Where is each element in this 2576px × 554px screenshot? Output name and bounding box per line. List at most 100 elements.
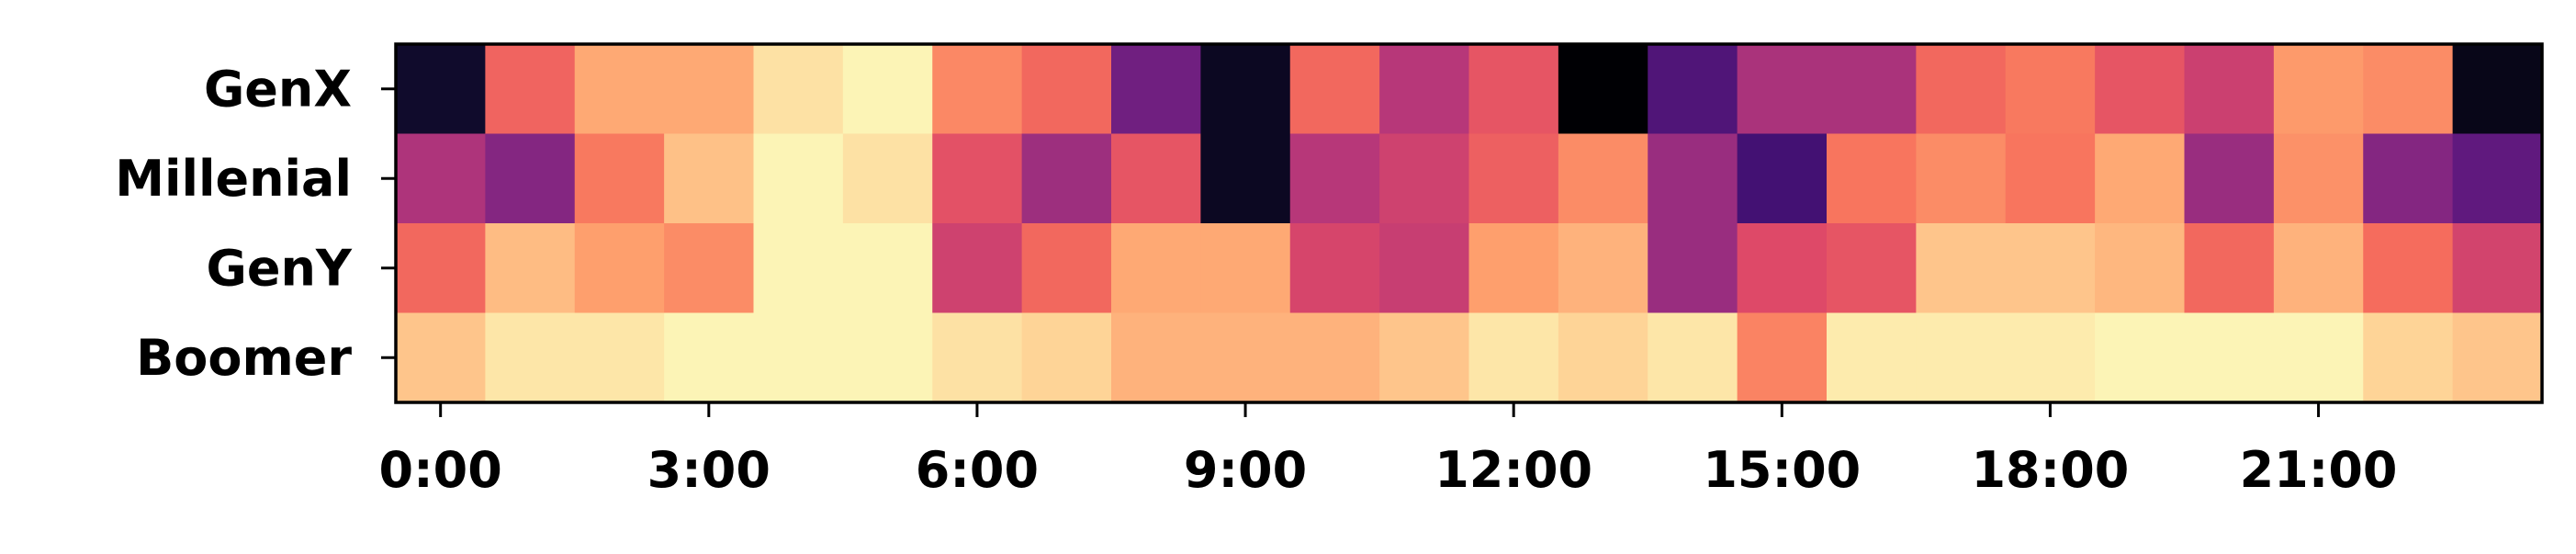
y-tick-label: Boomer [136, 329, 352, 387]
heatmap-cell [1916, 312, 2007, 403]
heatmap-cell [1827, 44, 1917, 135]
heatmap-cell [753, 133, 844, 224]
heatmap-cell [2005, 133, 2096, 224]
y-axis: GenX Millenial GenY Boomer [115, 60, 396, 387]
x-tick-label: 0:00 [379, 441, 502, 499]
heatmap-cell [1648, 223, 1738, 314]
heatmap-cell [1737, 44, 1828, 135]
heatmap-cell [485, 312, 576, 403]
heatmap-cell [1289, 133, 1380, 224]
x-tick-label: 21:00 [2240, 441, 2398, 499]
heatmap-cell [1289, 44, 1380, 135]
heatmap-cell [1379, 133, 1470, 224]
heatmap-cell [396, 312, 486, 403]
heatmap-cell [2184, 44, 2275, 135]
heatmap-cell [1916, 133, 2007, 224]
heatmap-cell [2363, 223, 2454, 314]
heatmap-cell [2273, 312, 2364, 403]
heatmap-cell [485, 133, 576, 224]
heatmap-cell [1379, 44, 1470, 135]
heatmap-cell [1737, 133, 1828, 224]
heatmap-cell [2184, 223, 2275, 314]
heatmap-cell [664, 44, 755, 135]
heatmap-cell [664, 223, 755, 314]
heatmap-cell [842, 223, 933, 314]
heatmap-cell [574, 44, 665, 135]
heatmap-cell [2005, 312, 2096, 403]
x-axis: 0:00 3:00 6:00 9:00 12:00 15:00 18:00 21:00 [379, 402, 2398, 499]
plot-frame [394, 42, 2544, 404]
heatmap-cell [842, 312, 933, 403]
heatmap-cell [1379, 312, 1470, 403]
heatmap-cell [1648, 133, 1738, 224]
heatmap-cell [1200, 312, 1291, 403]
heatmap-cell [485, 44, 576, 135]
heatmap-cells [396, 44, 2543, 403]
heatmap-cell [2095, 223, 2186, 314]
heatmap-cell [753, 44, 844, 135]
heatmap-cell [2095, 133, 2186, 224]
heatmap-cell [932, 223, 1023, 314]
heatmap-cell [1111, 223, 1201, 314]
heatmap-cell [2005, 223, 2096, 314]
heatmap-cell [1468, 223, 1559, 314]
y-tick-label: GenX [204, 60, 352, 118]
heatmap-cell [2452, 133, 2543, 224]
heatmap-cell [1737, 312, 1828, 403]
heatmap-cell [1021, 223, 1112, 314]
heatmap-cell [1021, 312, 1112, 403]
heatmap-cell [2363, 44, 2454, 135]
heatmap-cell [2184, 312, 2275, 403]
heatmap-cell [1827, 223, 1917, 314]
heatmap-cell [1558, 312, 1648, 403]
heatmap-cell [1111, 312, 1201, 403]
heatmap-cell [2095, 312, 2186, 403]
heatmap-cell [2363, 133, 2454, 224]
heatmap-cell [1111, 44, 1201, 135]
heatmap-cell [932, 133, 1023, 224]
heatmap-cell [2273, 223, 2364, 314]
heatmap-cell [2363, 312, 2454, 403]
x-tick-label: 18:00 [1971, 441, 2129, 499]
heatmap-cell [1468, 312, 1559, 403]
y-tick-label: Millenial [115, 150, 352, 208]
heatmap-cell [1021, 44, 1112, 135]
heatmap-cell [396, 133, 486, 224]
heatmap-cell [2452, 223, 2543, 314]
heatmap-cell [1558, 44, 1648, 135]
heatmap-cell [1200, 133, 1291, 224]
x-tick-label: 9:00 [1184, 441, 1307, 499]
heatmap-cell [1827, 133, 1917, 224]
heatmap-cell [574, 133, 665, 224]
heatmap-cell [1558, 133, 1648, 224]
heatmap-cell [2452, 312, 2543, 403]
heatmap-cell [1468, 133, 1559, 224]
heatmap-cell [1648, 312, 1738, 403]
heatmap-cell [753, 223, 844, 314]
heatmap-cell [485, 223, 576, 314]
heatmap-cell [1200, 44, 1291, 135]
heatmap-cell [574, 312, 665, 403]
heatmap-cell [396, 223, 486, 314]
heatmap-cell [1379, 223, 1470, 314]
heatmap-cell [1289, 312, 1380, 403]
heatmap-cell [1289, 223, 1380, 314]
heatmap-cell [1200, 223, 1291, 314]
heatmap-cell [2273, 133, 2364, 224]
heatmap-cell [1468, 44, 1559, 135]
x-tick-label: 12:00 [1434, 441, 1592, 499]
heatmap-cell [842, 133, 933, 224]
heatmap-cell [574, 223, 665, 314]
heatmap-cell [1111, 133, 1201, 224]
heatmap-cell [1916, 223, 2007, 314]
heatmap-cell [1648, 44, 1738, 135]
heatmap-cell [932, 312, 1023, 403]
heatmap-cell [396, 44, 486, 135]
heatmap-cell [753, 312, 844, 403]
heatmap-cell [1737, 223, 1828, 314]
heatmap-cell [664, 133, 755, 224]
heatmap-cell [664, 312, 755, 403]
heatmap-cell [2005, 44, 2096, 135]
heatmap-cell [2184, 133, 2275, 224]
